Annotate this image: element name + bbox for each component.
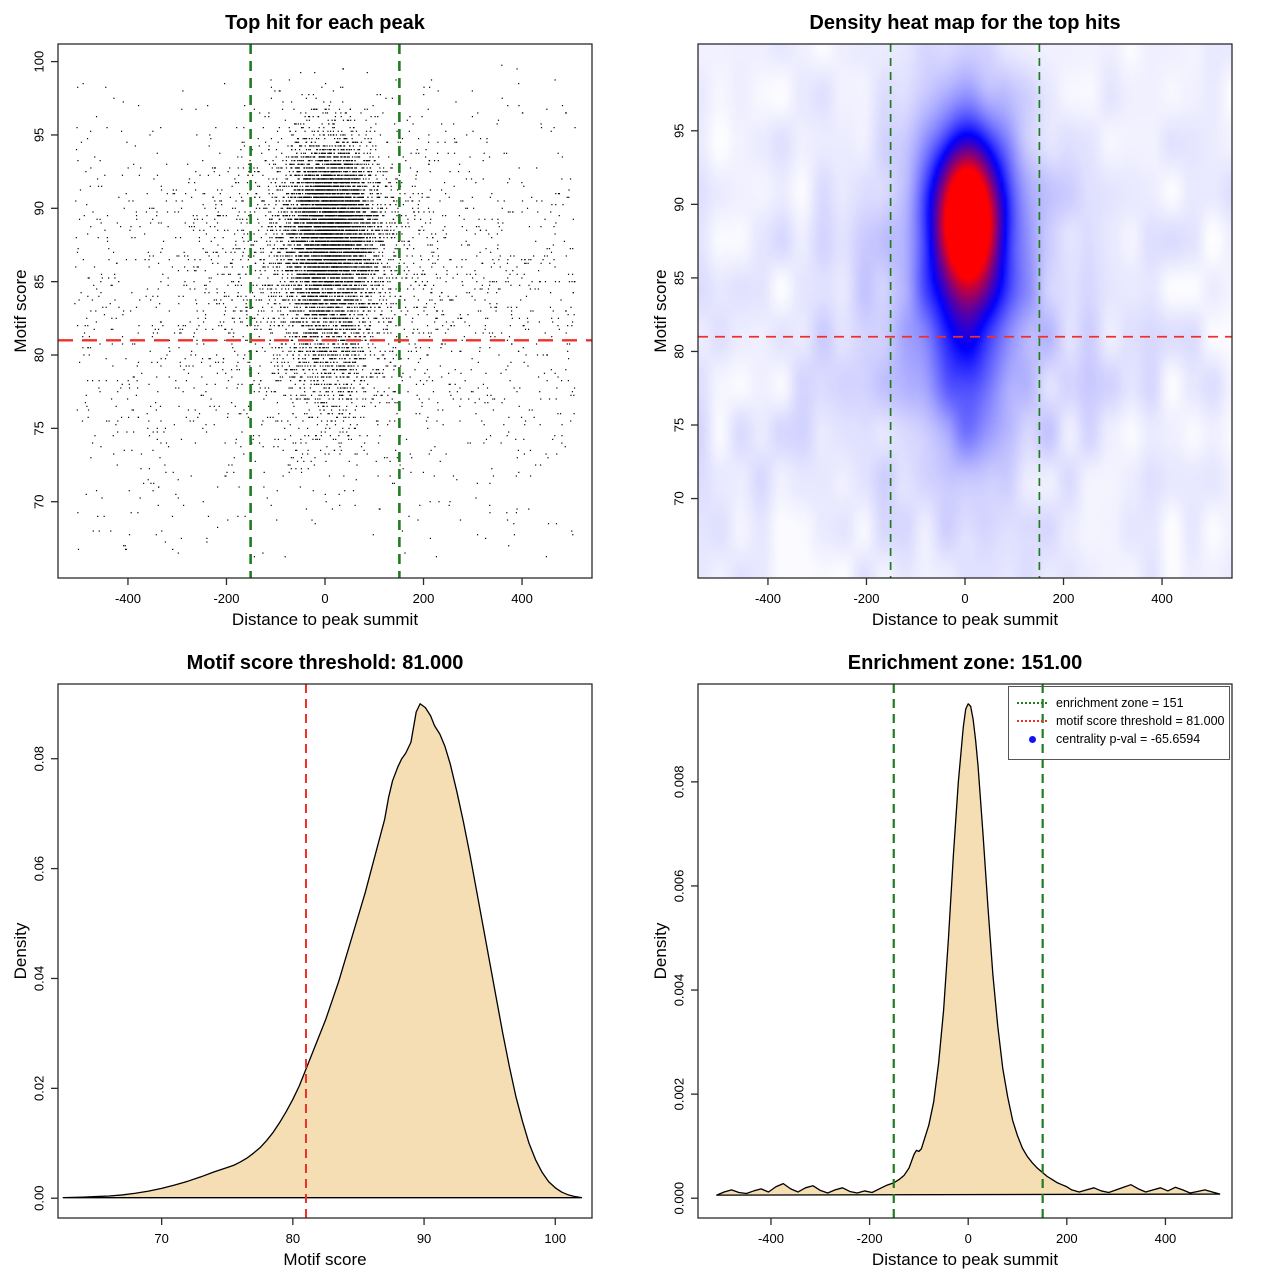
y-axis-label: Motif score xyxy=(651,269,670,353)
y-axis-label: Motif score xyxy=(11,269,30,353)
red-dotted-line-icon xyxy=(1017,720,1047,722)
chart-title: Top hit for each peak xyxy=(225,12,425,34)
chart-title: Density heat map for the top hits xyxy=(809,12,1121,34)
legend-label: enrichment zone = 151 xyxy=(1056,696,1184,710)
panel-enrichment-zone-density: Enrichment zone: 151.00 Distance to peak… xyxy=(640,640,1280,1280)
y-axis-label: Density xyxy=(11,922,30,980)
x-axis-label: Motif score xyxy=(283,1250,367,1269)
legend-row-centrality-pval: centrality p-val = -65.6594 xyxy=(1009,730,1229,748)
heatmap-canvas xyxy=(640,0,1280,640)
enrichment-zone-density-canvas xyxy=(640,640,1280,1280)
panel-top-hit-scatter: Top hit for each peak Distance to peak s… xyxy=(0,0,640,640)
scatter-plot-canvas xyxy=(0,0,640,640)
panel-density-heatmap: Density heat map for the top hits Distan… xyxy=(640,0,1280,640)
legend-row-enrichment-zone: enrichment zone = 151 xyxy=(1009,694,1229,712)
motif-score-density-canvas xyxy=(0,640,640,1280)
panel-motif-score-density: Motif score threshold: 81.000 Motif scor… xyxy=(0,640,640,1280)
legend-label: motif score threshold = 81.000 xyxy=(1056,714,1225,728)
plot-legend: enrichment zone = 151 motif score thresh… xyxy=(1008,686,1230,760)
chart-title: Motif score threshold: 81.000 xyxy=(186,652,464,674)
x-axis-label: Distance to peak summit xyxy=(231,610,419,629)
legend-label: centrality p-val = -65.6594 xyxy=(1056,732,1201,746)
legend-row-motif-threshold: motif score threshold = 81.000 xyxy=(1009,712,1229,730)
blue-point-icon xyxy=(1017,735,1047,743)
chart-title: Enrichment zone: 151.00 xyxy=(847,652,1083,674)
green-dotted-line-icon xyxy=(1017,702,1047,704)
x-axis-label: Distance to peak summit xyxy=(871,610,1059,629)
y-axis-label: Density xyxy=(651,922,670,980)
x-axis-label: Distance to peak summit xyxy=(871,1250,1059,1269)
